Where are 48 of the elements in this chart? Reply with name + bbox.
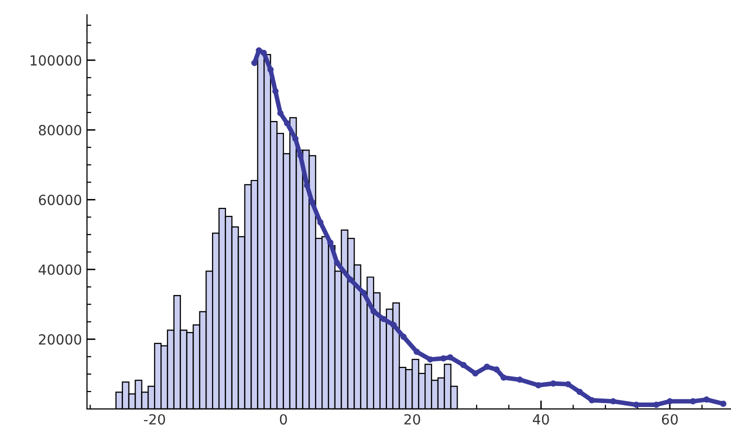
point (400, 334, 407, 340)
point (308, 199, 316, 206)
point (370, 308, 377, 314)
point (334, 260, 340, 266)
point (427, 356, 434, 363)
point (347, 276, 354, 283)
point (304, 182, 310, 189)
y-tick-label: 60000 (38, 194, 82, 206)
point (516, 376, 523, 383)
point (703, 396, 710, 403)
y-tick-label: 80000 (38, 124, 82, 136)
point (260, 50, 267, 56)
y-tick-label: 100000 (30, 55, 82, 66)
y-tick-label: 20000 (38, 334, 82, 345)
point (447, 354, 454, 360)
x-tick-label: 60 (662, 414, 678, 425)
y-tick-label: 40000 (38, 264, 82, 275)
point (690, 398, 696, 404)
point (588, 397, 596, 404)
point (267, 66, 274, 73)
point (493, 366, 500, 373)
point (360, 290, 367, 296)
point (317, 219, 324, 226)
x-tick-label: -20 (144, 414, 166, 425)
x-tick-label: 40 (532, 414, 549, 425)
point (292, 136, 299, 142)
point (297, 152, 304, 159)
point (251, 60, 258, 66)
point (500, 374, 507, 381)
point (666, 398, 673, 404)
point (327, 239, 334, 246)
point (484, 364, 490, 370)
point (440, 355, 447, 362)
point (472, 370, 478, 377)
x-tick-label: 0 (280, 414, 287, 425)
point (550, 380, 556, 387)
point (460, 362, 467, 368)
point (414, 348, 420, 355)
x-tick-label: 20 (404, 414, 420, 425)
point (576, 388, 583, 395)
point (564, 381, 572, 388)
point (284, 120, 290, 126)
point (272, 88, 279, 94)
point (720, 400, 726, 407)
point (535, 382, 542, 388)
point (277, 110, 284, 116)
point (380, 316, 387, 322)
point (390, 322, 397, 328)
